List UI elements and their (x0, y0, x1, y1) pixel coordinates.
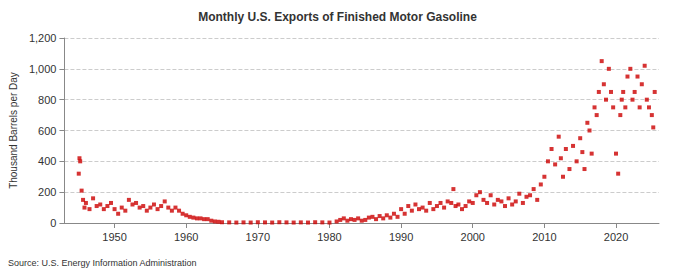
svg-text:2000: 2000 (461, 231, 485, 243)
svg-text:2020: 2020 (604, 231, 628, 243)
svg-text:1980: 1980 (317, 231, 341, 243)
svg-text:0: 0 (50, 217, 56, 229)
svg-text:1960: 1960 (174, 231, 198, 243)
svg-text:Monthly U.S. Exports of Finish: Monthly U.S. Exports of Finished Motor G… (198, 10, 477, 24)
svg-text:Source: U.S. Energy Informatio: Source: U.S. Energy Information Administ… (8, 258, 197, 268)
svg-text:800: 800 (38, 94, 56, 106)
svg-text:1970: 1970 (246, 231, 270, 243)
svg-text:1,200: 1,200 (29, 32, 57, 44)
svg-text:600: 600 (38, 125, 56, 137)
svg-text:200: 200 (38, 186, 56, 198)
svg-text:1990: 1990 (389, 231, 413, 243)
svg-text:1,000: 1,000 (29, 63, 57, 75)
svg-text:400: 400 (38, 155, 56, 167)
svg-text:2010: 2010 (532, 231, 556, 243)
svg-text:1950: 1950 (102, 231, 126, 243)
svg-text:Thousand Barrels per Day: Thousand Barrels per Day (8, 72, 19, 189)
